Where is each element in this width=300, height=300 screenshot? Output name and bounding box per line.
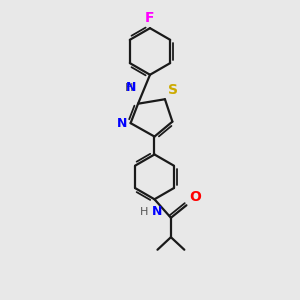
Text: N: N [152, 205, 162, 218]
Text: N: N [117, 117, 128, 130]
Text: H: H [140, 207, 148, 217]
Text: H: H [125, 83, 134, 93]
Text: S: S [168, 83, 178, 97]
Text: N: N [126, 81, 136, 94]
Text: F: F [145, 11, 155, 25]
Text: O: O [189, 190, 201, 204]
